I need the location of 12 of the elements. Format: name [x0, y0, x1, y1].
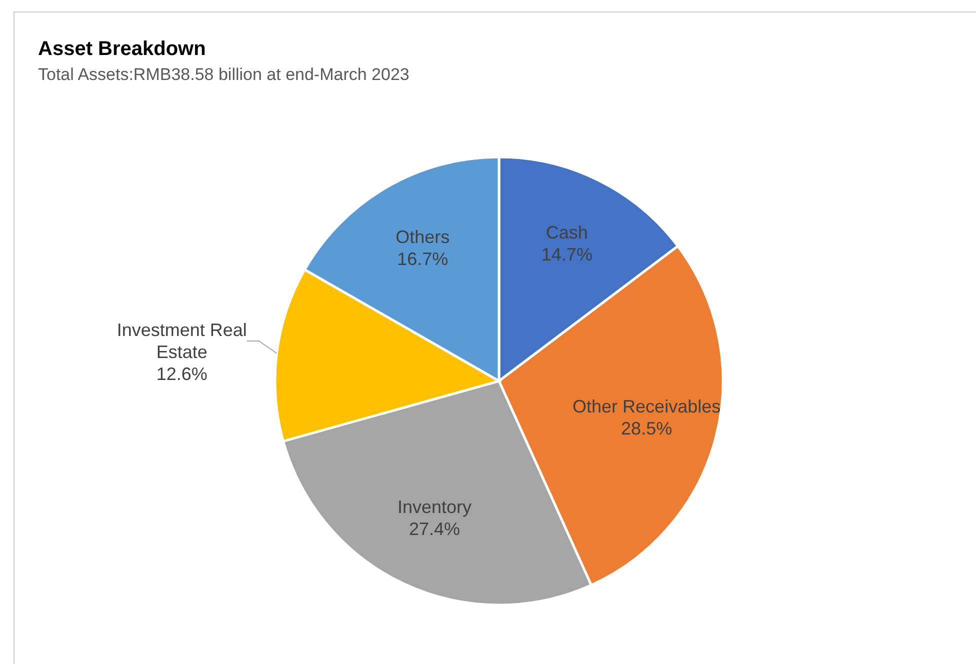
chart-title: Asset Breakdown: [38, 38, 206, 60]
slice-label: Investment Real Estate: [116, 320, 247, 362]
data-label: 27.4%: [408, 518, 460, 539]
data-label: 12.6%: [156, 364, 208, 384]
data-label: 14.7%: [541, 244, 592, 264]
slice-label: Other Receivables: [572, 396, 721, 416]
data-label: 16.7%: [397, 248, 448, 269]
slice-label: Cash: [546, 222, 588, 242]
chart-subtitle: Total Assets:RMB38.58 billion at end-March 2023: [38, 65, 410, 84]
slice-label: Others: [396, 226, 450, 247]
data-label: 28.5%: [621, 418, 672, 438]
slice-label: Inventory: [397, 496, 472, 517]
